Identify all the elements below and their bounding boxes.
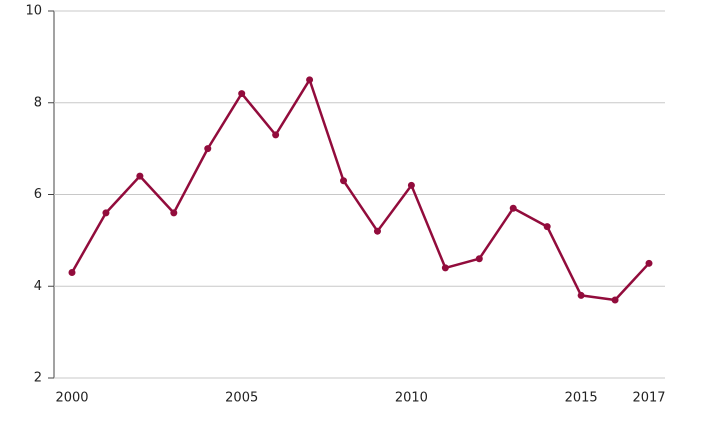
- point: [611, 296, 619, 304]
- x-tick-label: 2015: [565, 391, 598, 406]
- point: [441, 264, 449, 272]
- point: [170, 209, 178, 217]
- point: [340, 177, 348, 185]
- y-tick-label: 8: [34, 95, 42, 110]
- y-tick-label: 2: [34, 371, 42, 386]
- point: [509, 204, 517, 212]
- point: [407, 181, 415, 189]
- point: [577, 291, 585, 299]
- x-tick-label: 2010: [395, 391, 428, 406]
- point: [102, 209, 110, 217]
- point: [68, 268, 76, 276]
- point: [136, 172, 144, 180]
- point: [475, 255, 483, 263]
- point: [272, 131, 280, 139]
- y-tick-label: 4: [34, 279, 42, 294]
- x-tick-label: 2005: [225, 391, 258, 406]
- y-tick-label: 10: [25, 4, 42, 19]
- y-tick-label: 6: [34, 187, 42, 202]
- point: [204, 145, 212, 153]
- point: [645, 259, 653, 267]
- x-tick-label: 2000: [55, 391, 88, 406]
- line: [70, 78, 650, 302]
- point: [373, 227, 381, 235]
- point: [306, 76, 314, 84]
- point: [238, 90, 246, 98]
- x-tick-label: 2017: [632, 391, 665, 406]
- point: [543, 223, 551, 231]
